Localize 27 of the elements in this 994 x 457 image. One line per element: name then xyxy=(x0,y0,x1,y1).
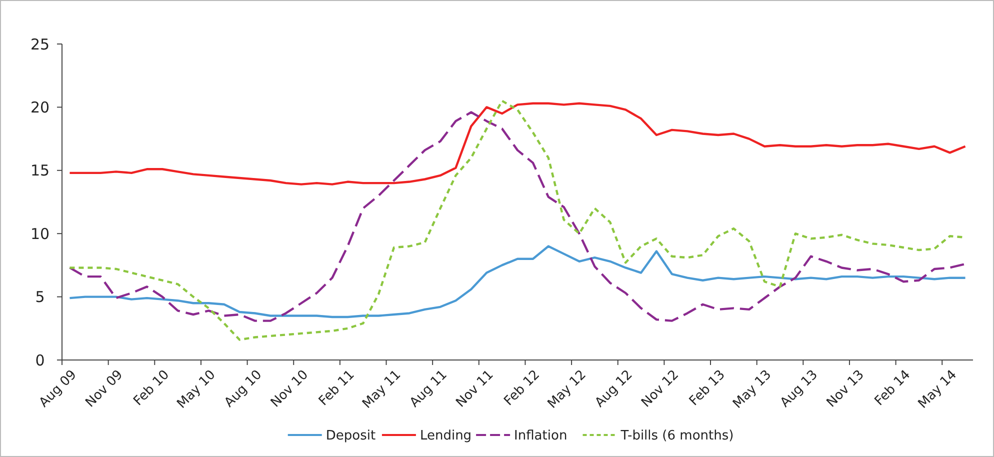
y-tick-label: 10 xyxy=(30,224,50,243)
x-tick-label: Aug 11 xyxy=(407,367,450,411)
y-tick-label: 5 xyxy=(35,288,45,306)
x-tick-label: Feb 14 xyxy=(872,367,914,409)
x-tick-label: Nov 10 xyxy=(268,367,312,411)
legend-label: Inflation xyxy=(514,428,568,444)
x-tick-label: Aug 13 xyxy=(778,367,821,411)
legend-label: Lending xyxy=(420,428,472,444)
line-series xyxy=(68,245,966,318)
x-tick-label: Feb 12 xyxy=(501,367,543,409)
line-series xyxy=(68,102,966,186)
x-tick-label: Aug 09 xyxy=(36,367,80,411)
legend-label: T-bills (6 months) xyxy=(620,428,734,444)
x-tick-label: Nov 13 xyxy=(824,367,868,411)
y-tick-label: 20 xyxy=(30,98,50,116)
x-tick-label: Aug 10 xyxy=(222,367,266,411)
x-tick-label: Nov 12 xyxy=(638,367,682,411)
x-tick-label: Feb 11 xyxy=(316,367,358,409)
x-tick-label: Feb 13 xyxy=(686,367,728,409)
y-tick-label: 0 xyxy=(35,351,45,370)
x-tick-label: Aug 12 xyxy=(592,367,636,411)
y-tick-label: 25 xyxy=(30,35,50,54)
legend-label: Deposit xyxy=(326,428,376,444)
x-tick-label: Nov 11 xyxy=(454,367,497,411)
y-tick-label: 15 xyxy=(30,162,50,180)
x-tick-label: Feb 10 xyxy=(130,367,172,409)
x-tick-label: Nov 09 xyxy=(82,367,126,411)
